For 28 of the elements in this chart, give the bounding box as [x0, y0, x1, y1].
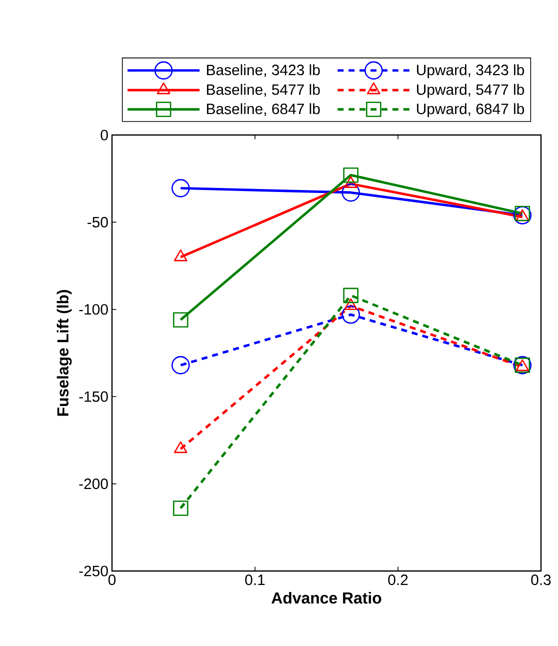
y-tick-label: -100: [79, 304, 108, 315]
y-tick-label: 0: [100, 130, 108, 140]
x-tick-label: 0.2: [388, 574, 408, 586]
legend-label: Baseline, 6847 lb: [207, 103, 320, 116]
x-tick-label: 0.1: [245, 574, 265, 586]
legend-label: Baseline, 3423 lb: [207, 64, 320, 78]
y-tick-label: -50: [88, 216, 108, 228]
point: [171, 179, 190, 198]
point: [343, 288, 358, 304]
point: [514, 206, 530, 222]
point: [172, 500, 188, 516]
legend-label: Upward, 5477 lb: [417, 84, 524, 98]
point: [342, 305, 360, 324]
legend-label: Baseline, 5477 lb: [207, 84, 320, 97]
x-tick-label: 0: [108, 574, 116, 586]
legend-label: Upward, 6847 lb: [417, 103, 524, 118]
x-tick-label: 0.3: [531, 574, 551, 586]
y-tick-label: -250: [79, 566, 108, 576]
point: [513, 206, 532, 224]
point: [172, 312, 188, 328]
y-tick-label: -200: [79, 478, 108, 490]
point: [342, 183, 360, 202]
point: [171, 356, 190, 374]
point: [343, 167, 358, 183]
y-axis-title: Fuselage Lift (lb): [56, 290, 72, 416]
y-tick-label: -150: [79, 391, 108, 402]
x-axis-title: Advance Ratio: [272, 592, 382, 604]
legend-label: Upward, 3423 lb: [417, 64, 524, 78]
